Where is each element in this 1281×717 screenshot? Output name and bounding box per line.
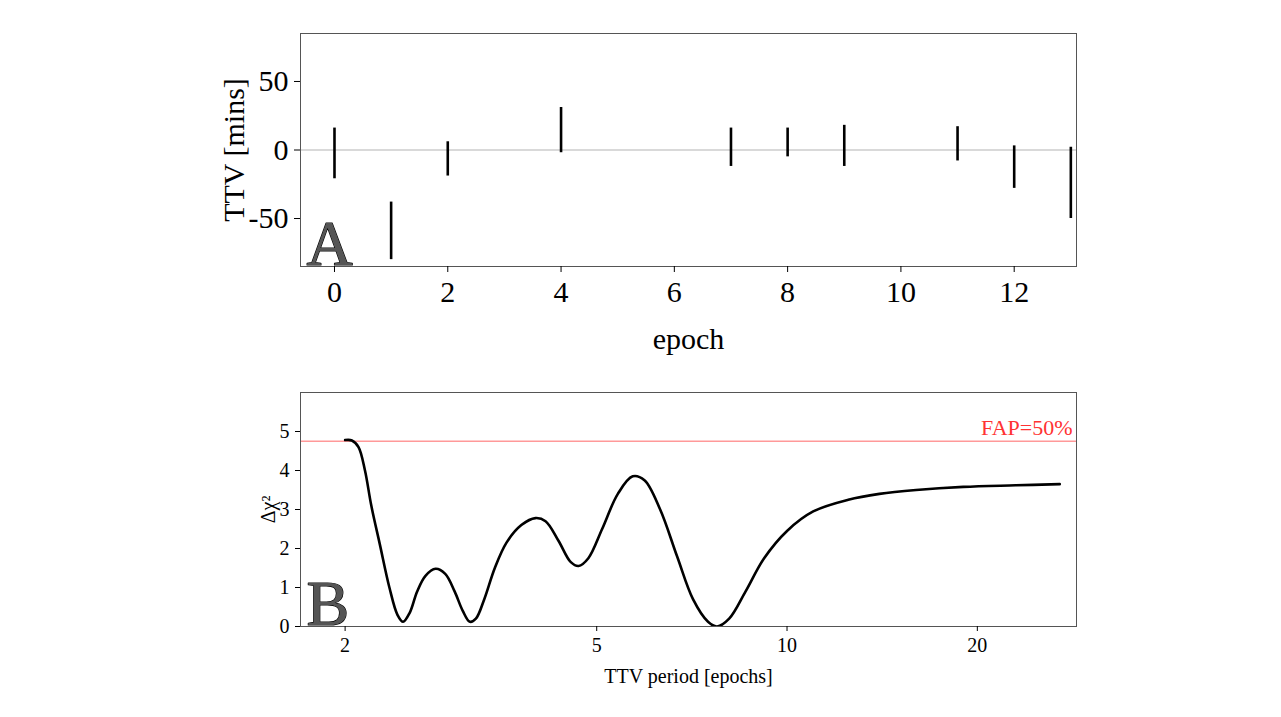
svg-text:1: 1 — [280, 576, 290, 598]
svg-text:5: 5 — [592, 634, 602, 656]
svg-text:2: 2 — [440, 275, 455, 308]
svg-text:10: 10 — [777, 634, 797, 656]
svg-text:epoch: epoch — [653, 322, 725, 355]
svg-text:6: 6 — [667, 275, 682, 308]
svg-text:5: 5 — [280, 420, 290, 442]
svg-text:0: 0 — [327, 275, 342, 308]
svg-text:10: 10 — [886, 275, 916, 308]
svg-text:4: 4 — [280, 459, 290, 481]
svg-text:B: B — [307, 568, 350, 639]
svg-text:Δχ²: Δχ² — [257, 496, 280, 524]
svg-text:0: 0 — [280, 615, 290, 637]
svg-text:50: 50 — [259, 64, 289, 97]
svg-text:-50: -50 — [249, 201, 289, 234]
svg-text:3: 3 — [280, 498, 290, 520]
svg-text:4: 4 — [554, 275, 569, 308]
svg-text:0: 0 — [274, 133, 289, 166]
svg-text:12: 12 — [999, 275, 1029, 308]
svg-text:A: A — [307, 208, 353, 279]
svg-text:8: 8 — [780, 275, 795, 308]
svg-text:2: 2 — [280, 537, 290, 559]
svg-text:20: 20 — [967, 634, 987, 656]
svg-text:TTV period [epochs]: TTV period [epochs] — [604, 665, 772, 688]
svg-text:FAP=50%: FAP=50% — [981, 415, 1072, 440]
svg-text:2: 2 — [340, 633, 351, 656]
svg-text:TTV [mins]: TTV [mins] — [217, 78, 250, 222]
